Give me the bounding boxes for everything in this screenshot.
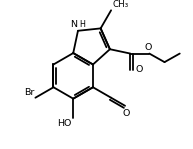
- Text: HO: HO: [57, 119, 71, 128]
- Text: O: O: [122, 109, 130, 118]
- Text: O: O: [135, 65, 142, 74]
- Text: N: N: [70, 20, 77, 29]
- Text: Br: Br: [24, 88, 34, 97]
- Text: H: H: [79, 20, 85, 29]
- Text: O: O: [145, 43, 152, 52]
- Text: CH₃: CH₃: [113, 0, 129, 9]
